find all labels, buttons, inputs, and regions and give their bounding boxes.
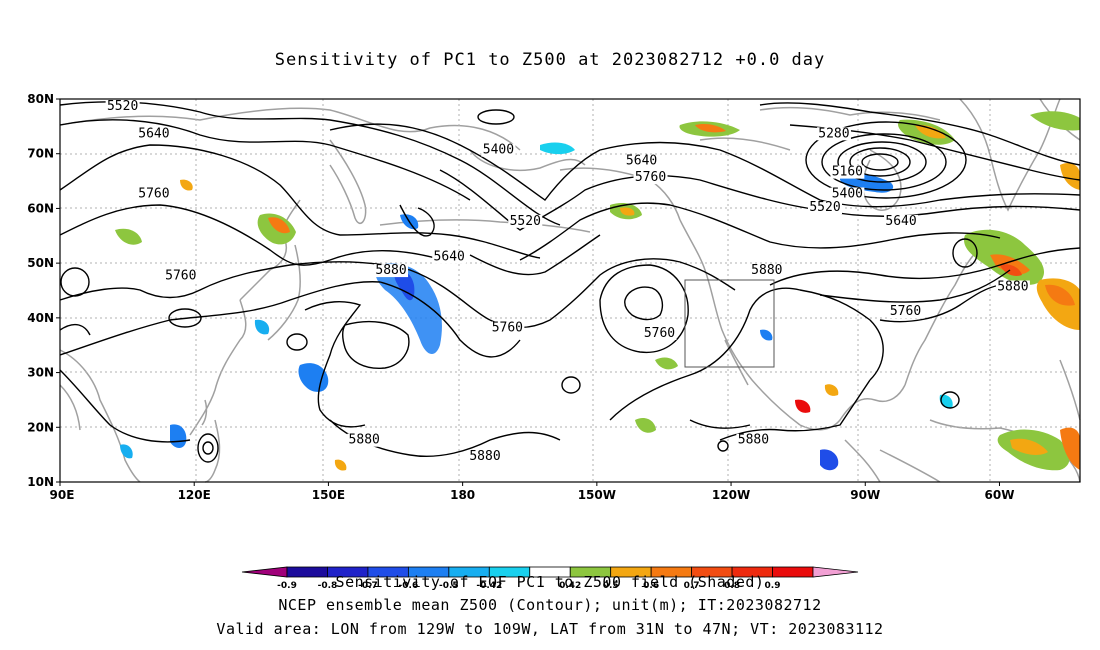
colorbar-label: 0.7 [684, 581, 700, 591]
contour-label: 5640 [434, 249, 465, 264]
contour-label: 5280 [818, 126, 849, 141]
colorbar: -0.9 -0.8 -0.7 -0.6 -0.5 -0.42 0.42 0.5 0.6 0.7 0.… [241, 566, 859, 591]
colorbar-label: 0.9 [765, 581, 781, 591]
lat-label: 30N [27, 366, 54, 380]
contour-label-bg [136, 127, 171, 141]
contour-label-bg [432, 250, 467, 264]
colorbar-label: -0.6 [399, 581, 419, 591]
lat-label: 40N [27, 311, 54, 325]
contour-label: 5760 [138, 186, 169, 201]
lat-label: 20N [27, 420, 54, 434]
contour-label: 5760 [165, 269, 196, 284]
contour-label: 5880 [375, 263, 406, 278]
lat-label: 80N [27, 92, 54, 106]
colorbar-label: 0.5 [603, 581, 619, 591]
contour-label-bg [816, 127, 851, 141]
contour-label-bg [481, 143, 516, 157]
contour-label: 5400 [483, 143, 514, 158]
contour-label-bg [830, 165, 865, 179]
contour-label-bg [749, 264, 784, 278]
lat-label: 60N [27, 201, 54, 215]
lon-label: 90E [50, 488, 75, 502]
contour-label-bg [163, 269, 198, 283]
contour-label-bg [105, 99, 140, 113]
contour-label-bg [136, 187, 171, 201]
contour-label-bg [468, 450, 502, 464]
contour-label-bg [624, 154, 659, 168]
contour-label: 5640 [626, 154, 657, 169]
lon-label: 60W [985, 488, 1015, 502]
contour-label-bg [736, 433, 771, 447]
colorbar-label: -0.7 [358, 581, 378, 591]
colorbar-label: 0.6 [643, 581, 659, 591]
contour-label-bg [490, 321, 525, 335]
contour-label: 5880 [469, 449, 500, 464]
contour-label-bg [633, 171, 668, 185]
lon-label: 120E [178, 488, 211, 502]
contour-label: 5760 [492, 321, 523, 336]
axis-ticks [56, 98, 1000, 486]
contour-label-bg [808, 201, 842, 215]
contour-label-bg [830, 187, 865, 201]
shading-caption: Sensitivity of EOF PC1 to Z500 field (Sh… [335, 573, 765, 591]
contour-label: 5760 [644, 326, 675, 341]
contour-label: 5520 [510, 214, 541, 229]
contour-label: 5880 [997, 280, 1028, 295]
colorbar-label: -0.42 [476, 581, 502, 591]
lat-label: 10N [27, 475, 54, 489]
contour-label: 5160 [832, 165, 863, 180]
lat-label: 50N [27, 256, 54, 270]
contour-label: 5640 [885, 214, 916, 229]
colorbar-label: -0.8 [318, 581, 338, 591]
contour-label-bg [642, 327, 677, 341]
contour-label: 5880 [751, 263, 782, 278]
contour-label-bg [508, 214, 543, 228]
contour-label: 5640 [138, 126, 169, 141]
lon-label: 150E [312, 488, 345, 502]
valid-area-box [684, 279, 775, 368]
contour-label: 5520 [107, 99, 138, 114]
colorbar-label: -0.9 [277, 581, 297, 591]
lon-label: 120W [712, 488, 750, 502]
lon-label: 150W [578, 488, 616, 502]
contour-label: 5520 [809, 200, 840, 215]
contour-label-bg [888, 305, 923, 319]
contour-label-bg [884, 214, 919, 228]
sensitivity-shading [115, 111, 1080, 471]
contour-label: 5760 [890, 304, 921, 319]
caption-line-2: Valid area: LON from 129W to 109W, LAT f… [216, 620, 884, 638]
longitude-labels: 90E 120E 150E 180 150W 120W 90W 60W [50, 488, 1015, 502]
lon-label: 90W [850, 488, 880, 502]
colorbar-label: -0.5 [439, 581, 459, 591]
contour-label: 5400 [832, 186, 863, 201]
contour-label-bg [995, 280, 1030, 294]
lat-label: 70N [27, 147, 54, 161]
contour-label-bg [347, 433, 382, 447]
contour-labels: 5520564054005640576052805160540055205640… [105, 99, 1030, 464]
map-area: 5520564054005640576052805160540055205640… [59, 98, 1081, 483]
lon-label: 180 [450, 488, 475, 502]
caption-line-1: NCEP ensemble mean Z500 (Contour); unit(… [278, 596, 822, 614]
contour-label-bg [374, 264, 409, 278]
contour-label: 5760 [635, 170, 666, 185]
colorbar-extend-high [812, 566, 859, 578]
latitude-labels: 80N 70N 60N 50N 40N 30N 20N 10N [27, 92, 54, 489]
figure-title: Sensitivity of PC1 to Z500 at 2023082712… [274, 50, 826, 70]
colorbar-label: 0.42 [559, 581, 581, 591]
contour-label: 5880 [349, 433, 380, 448]
contour-label: 5880 [738, 433, 769, 448]
colorbar-label: 0.8 [724, 581, 740, 591]
